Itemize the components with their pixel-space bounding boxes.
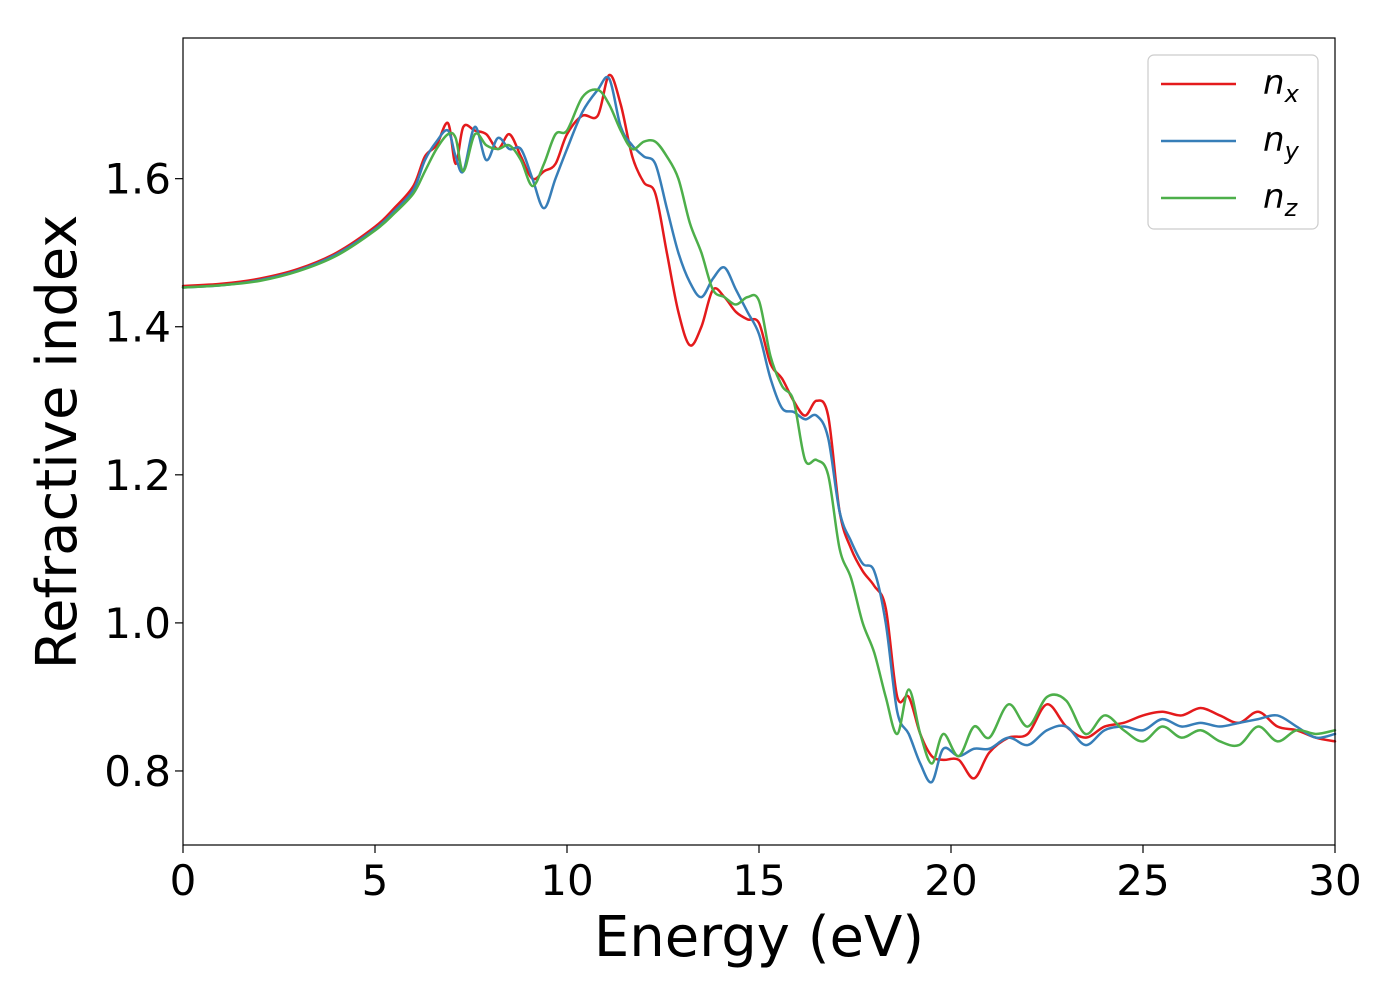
series-line-n-z xyxy=(181,88,1337,765)
x-tick-label: 0 xyxy=(170,856,197,905)
y-axis-title: Refractive index xyxy=(25,215,90,670)
x-axis-title: Energy (eV) xyxy=(594,905,924,970)
series-line-n-x xyxy=(181,73,1337,780)
y-tick-label: 1.0 xyxy=(104,599,171,648)
x-tick-label: 10 xyxy=(540,856,593,905)
series-layer xyxy=(181,73,1337,784)
x-tick-label: 25 xyxy=(1116,856,1169,905)
x-tick-label: 30 xyxy=(1308,856,1361,905)
legend-entries: nx ny nz xyxy=(1161,63,1300,222)
x-tick-label: 20 xyxy=(924,856,977,905)
y-tick-label: 1.6 xyxy=(104,155,171,204)
y-tick-label: 1.4 xyxy=(104,303,171,352)
x-tick-label: 5 xyxy=(362,856,389,905)
legend-label-n-z: nz xyxy=(1263,177,1299,222)
legend: nx ny nz xyxy=(1147,54,1319,230)
legend-label-n-y: ny xyxy=(1263,120,1300,165)
y-tick-label: 1.2 xyxy=(104,451,171,500)
x-tick-label: 15 xyxy=(732,856,785,905)
x-axis-ticks: 0 5 10 15 20 25 30 xyxy=(170,845,1362,905)
legend-label-n-x: nx xyxy=(1263,63,1300,108)
y-axis-ticks: 0.8 1.0 1.2 1.4 1.6 xyxy=(104,155,183,796)
y-tick-label: 0.8 xyxy=(104,747,171,796)
